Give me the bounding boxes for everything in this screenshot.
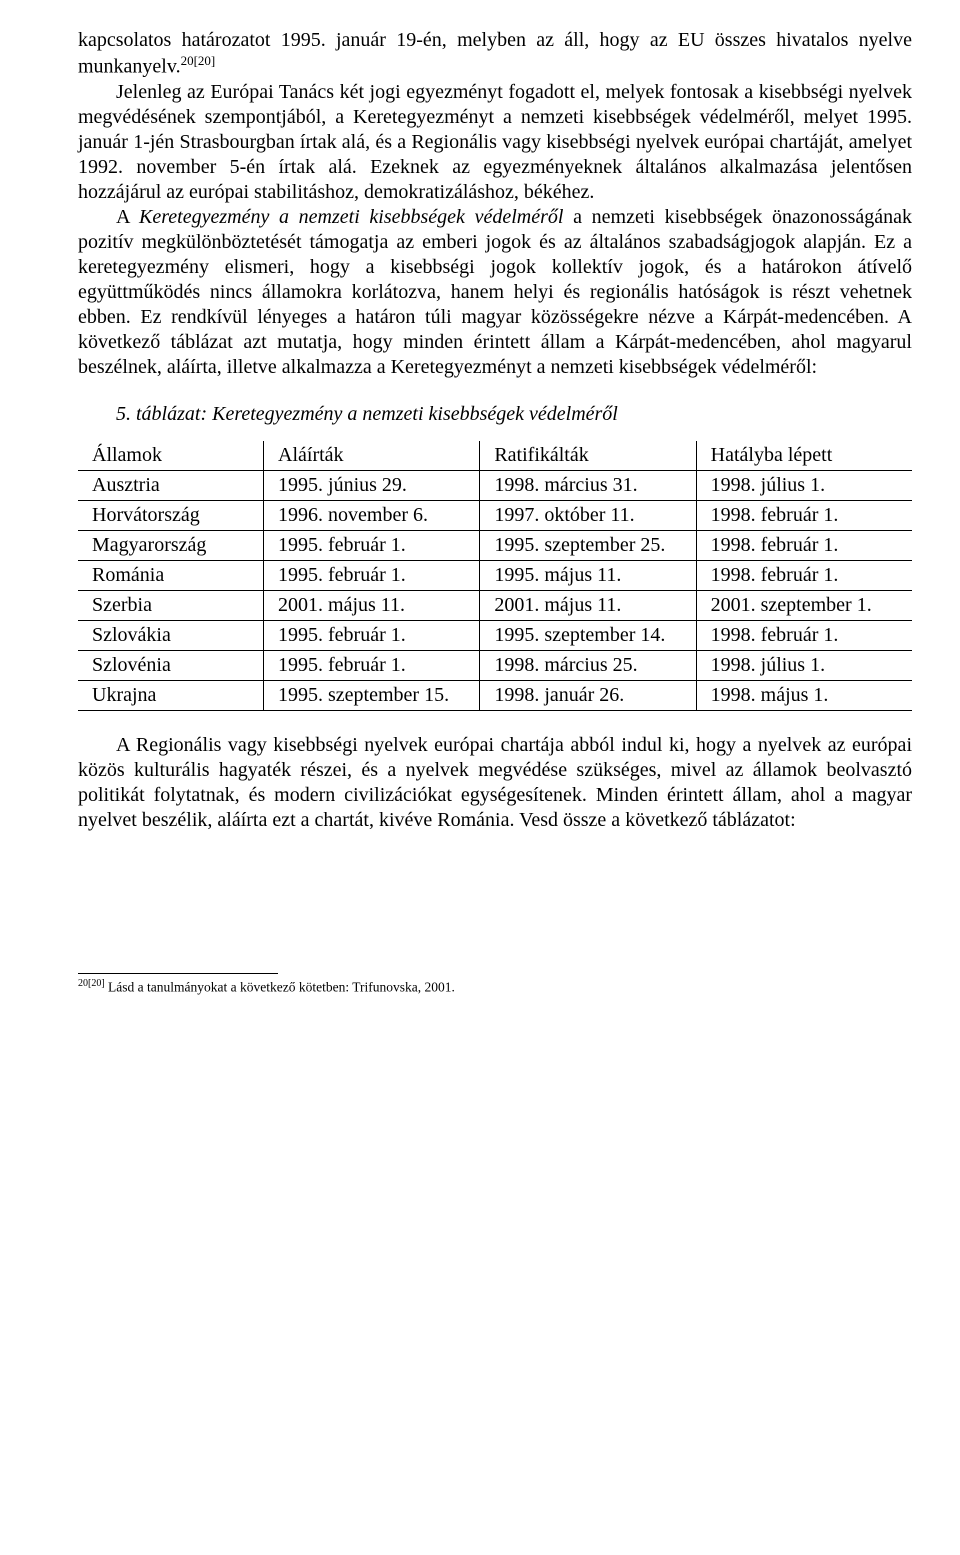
table-row: Ausztria 1995. június 29. 1998. március … — [78, 470, 912, 500]
table-header-inforce: Hatályba lépett — [696, 441, 912, 471]
table-cell: Ukrajna — [78, 680, 264, 710]
footnote-text: Lásd a tanulmányokat a következő kötetbe… — [105, 979, 455, 994]
paragraph-3-text-b: a nemzeti kisebbségek önazonosságának po… — [78, 206, 912, 378]
table-row: Magyarország 1995. február 1. 1995. szep… — [78, 530, 912, 560]
table-row: Szlovákia 1995. február 1. 1995. szeptem… — [78, 620, 912, 650]
table-cell: 1995. február 1. — [264, 560, 480, 590]
table-cell: 1998. július 1. — [696, 470, 912, 500]
table-cell: 1995. május 11. — [480, 560, 696, 590]
table-row: Szerbia 2001. május 11. 2001. május 11. … — [78, 590, 912, 620]
table-cell: 1998. február 1. — [696, 560, 912, 590]
table-cell: 1997. október 11. — [480, 500, 696, 530]
paragraph-1: kapcsolatos határozatot 1995. január 19-… — [78, 28, 912, 80]
table-cell: Szlovákia — [78, 620, 264, 650]
table-header-states: Államok — [78, 441, 264, 471]
table-header-row: Államok Aláírták Ratifikálták Hatályba l… — [78, 441, 912, 471]
table-cell: 1998. február 1. — [696, 500, 912, 530]
footnote-ref-20: 20[20] — [181, 53, 216, 68]
table-cell: 1998. január 26. — [480, 680, 696, 710]
table-header-signed: Aláírták — [264, 441, 480, 471]
table-cell: 1995. február 1. — [264, 530, 480, 560]
paragraph-3: A Keretegyezmény a nemzeti kisebbségek v… — [78, 205, 912, 380]
footnote-20: 20[20] Lásd a tanulmányokat a következő … — [78, 978, 912, 996]
table-header-ratified: Ratifikálták — [480, 441, 696, 471]
paragraph-3-text-a: A — [116, 206, 139, 228]
table-cell: 2001. május 11. — [480, 590, 696, 620]
table-cell: 1998. március 31. — [480, 470, 696, 500]
table-cell: 1996. november 6. — [264, 500, 480, 530]
footnote-separator — [78, 973, 278, 974]
table-cell: 2001. május 11. — [264, 590, 480, 620]
table-cell: 1998. július 1. — [696, 650, 912, 680]
paragraph-4: A Regionális vagy kisebbségi nyelvek eur… — [78, 733, 912, 833]
table-cell: 1995. február 1. — [264, 650, 480, 680]
table-cell: 1998. február 1. — [696, 530, 912, 560]
table-cell: 1995. szeptember 14. — [480, 620, 696, 650]
table-cell: 1998. március 25. — [480, 650, 696, 680]
table-row: Ukrajna 1995. szeptember 15. 1998. januá… — [78, 680, 912, 710]
paragraph-3-emph: Keretegyezmény a nemzeti kisebbségek véd… — [139, 206, 563, 228]
paragraph-2: Jelenleg az Európai Tanács két jogi egye… — [78, 80, 912, 205]
table-cell: 1995. június 29. — [264, 470, 480, 500]
table-cell: Magyarország — [78, 530, 264, 560]
table-cell: Szlovénia — [78, 650, 264, 680]
paragraph-2-text: Jelenleg az Európai Tanács két jogi egye… — [78, 81, 912, 203]
table-caption: 5. táblázat: Keretegyezmény a nemzeti ki… — [116, 402, 912, 427]
table-cell: 1998. február 1. — [696, 620, 912, 650]
table-cell: Románia — [78, 560, 264, 590]
table-cell: 1995. február 1. — [264, 620, 480, 650]
table-cell: Szerbia — [78, 590, 264, 620]
table-row: Szlovénia 1995. február 1. 1998. március… — [78, 650, 912, 680]
table-cell: 2001. szeptember 1. — [696, 590, 912, 620]
table-row: Horvátország 1996. november 6. 1997. okt… — [78, 500, 912, 530]
table-cell: 1995. szeptember 15. — [264, 680, 480, 710]
table-cell: Horvátország — [78, 500, 264, 530]
framework-convention-table: Államok Aláírták Ratifikálták Hatályba l… — [78, 441, 912, 711]
table-cell: 1995. szeptember 25. — [480, 530, 696, 560]
table-cell: 1998. május 1. — [696, 680, 912, 710]
footnote-marker: 20[20] — [78, 978, 105, 989]
table-row: Románia 1995. február 1. 1995. május 11.… — [78, 560, 912, 590]
table-cell: Ausztria — [78, 470, 264, 500]
